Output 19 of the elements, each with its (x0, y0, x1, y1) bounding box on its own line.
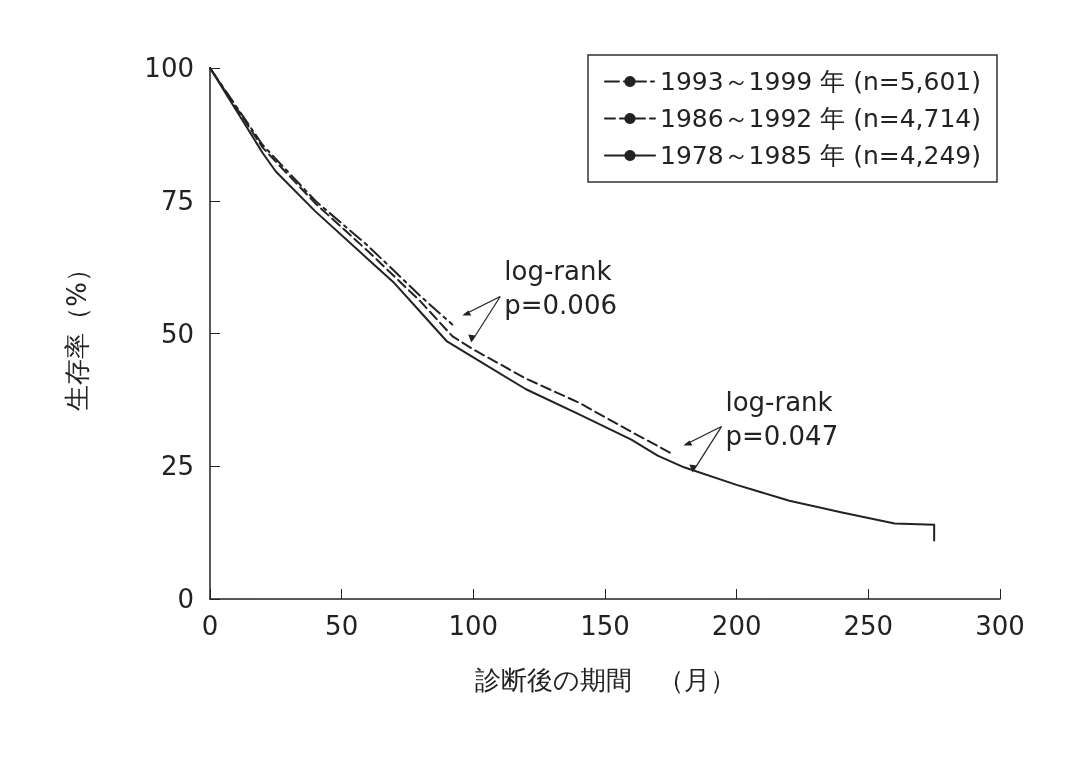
annotation: log-rank p=0.047 (725, 386, 839, 451)
x-tick-label: 50 (325, 611, 359, 641)
x-tick-label: 150 (580, 611, 630, 641)
annotation: log-rank p=0.006 (504, 256, 617, 321)
y-tick-label: 25 (160, 451, 194, 482)
x-axis-title: 診断後の期間 （月） (474, 665, 736, 695)
legend-label: 1993～1999 年 (n=5,601) (659, 67, 982, 96)
x-tick-label: 100 (448, 611, 499, 641)
legend-label: 1986～1992 年 (n=4,714) (659, 104, 982, 133)
y-tick-label: 0 (177, 584, 194, 614)
y-axis-title: 生存率（%） (62, 256, 92, 411)
x-tick-label: 250 (843, 611, 894, 641)
y-tick-label: 100 (144, 53, 194, 83)
x-tick-label: 0 (201, 611, 219, 641)
y-tick-label: 75 (160, 185, 194, 216)
x-tick-label: 300 (975, 611, 1025, 641)
y-tick-label: 50 (160, 318, 194, 349)
x-tick-label: 200 (711, 611, 762, 641)
legend-label: 1978～1985 年 (n=4,249) (659, 141, 982, 170)
